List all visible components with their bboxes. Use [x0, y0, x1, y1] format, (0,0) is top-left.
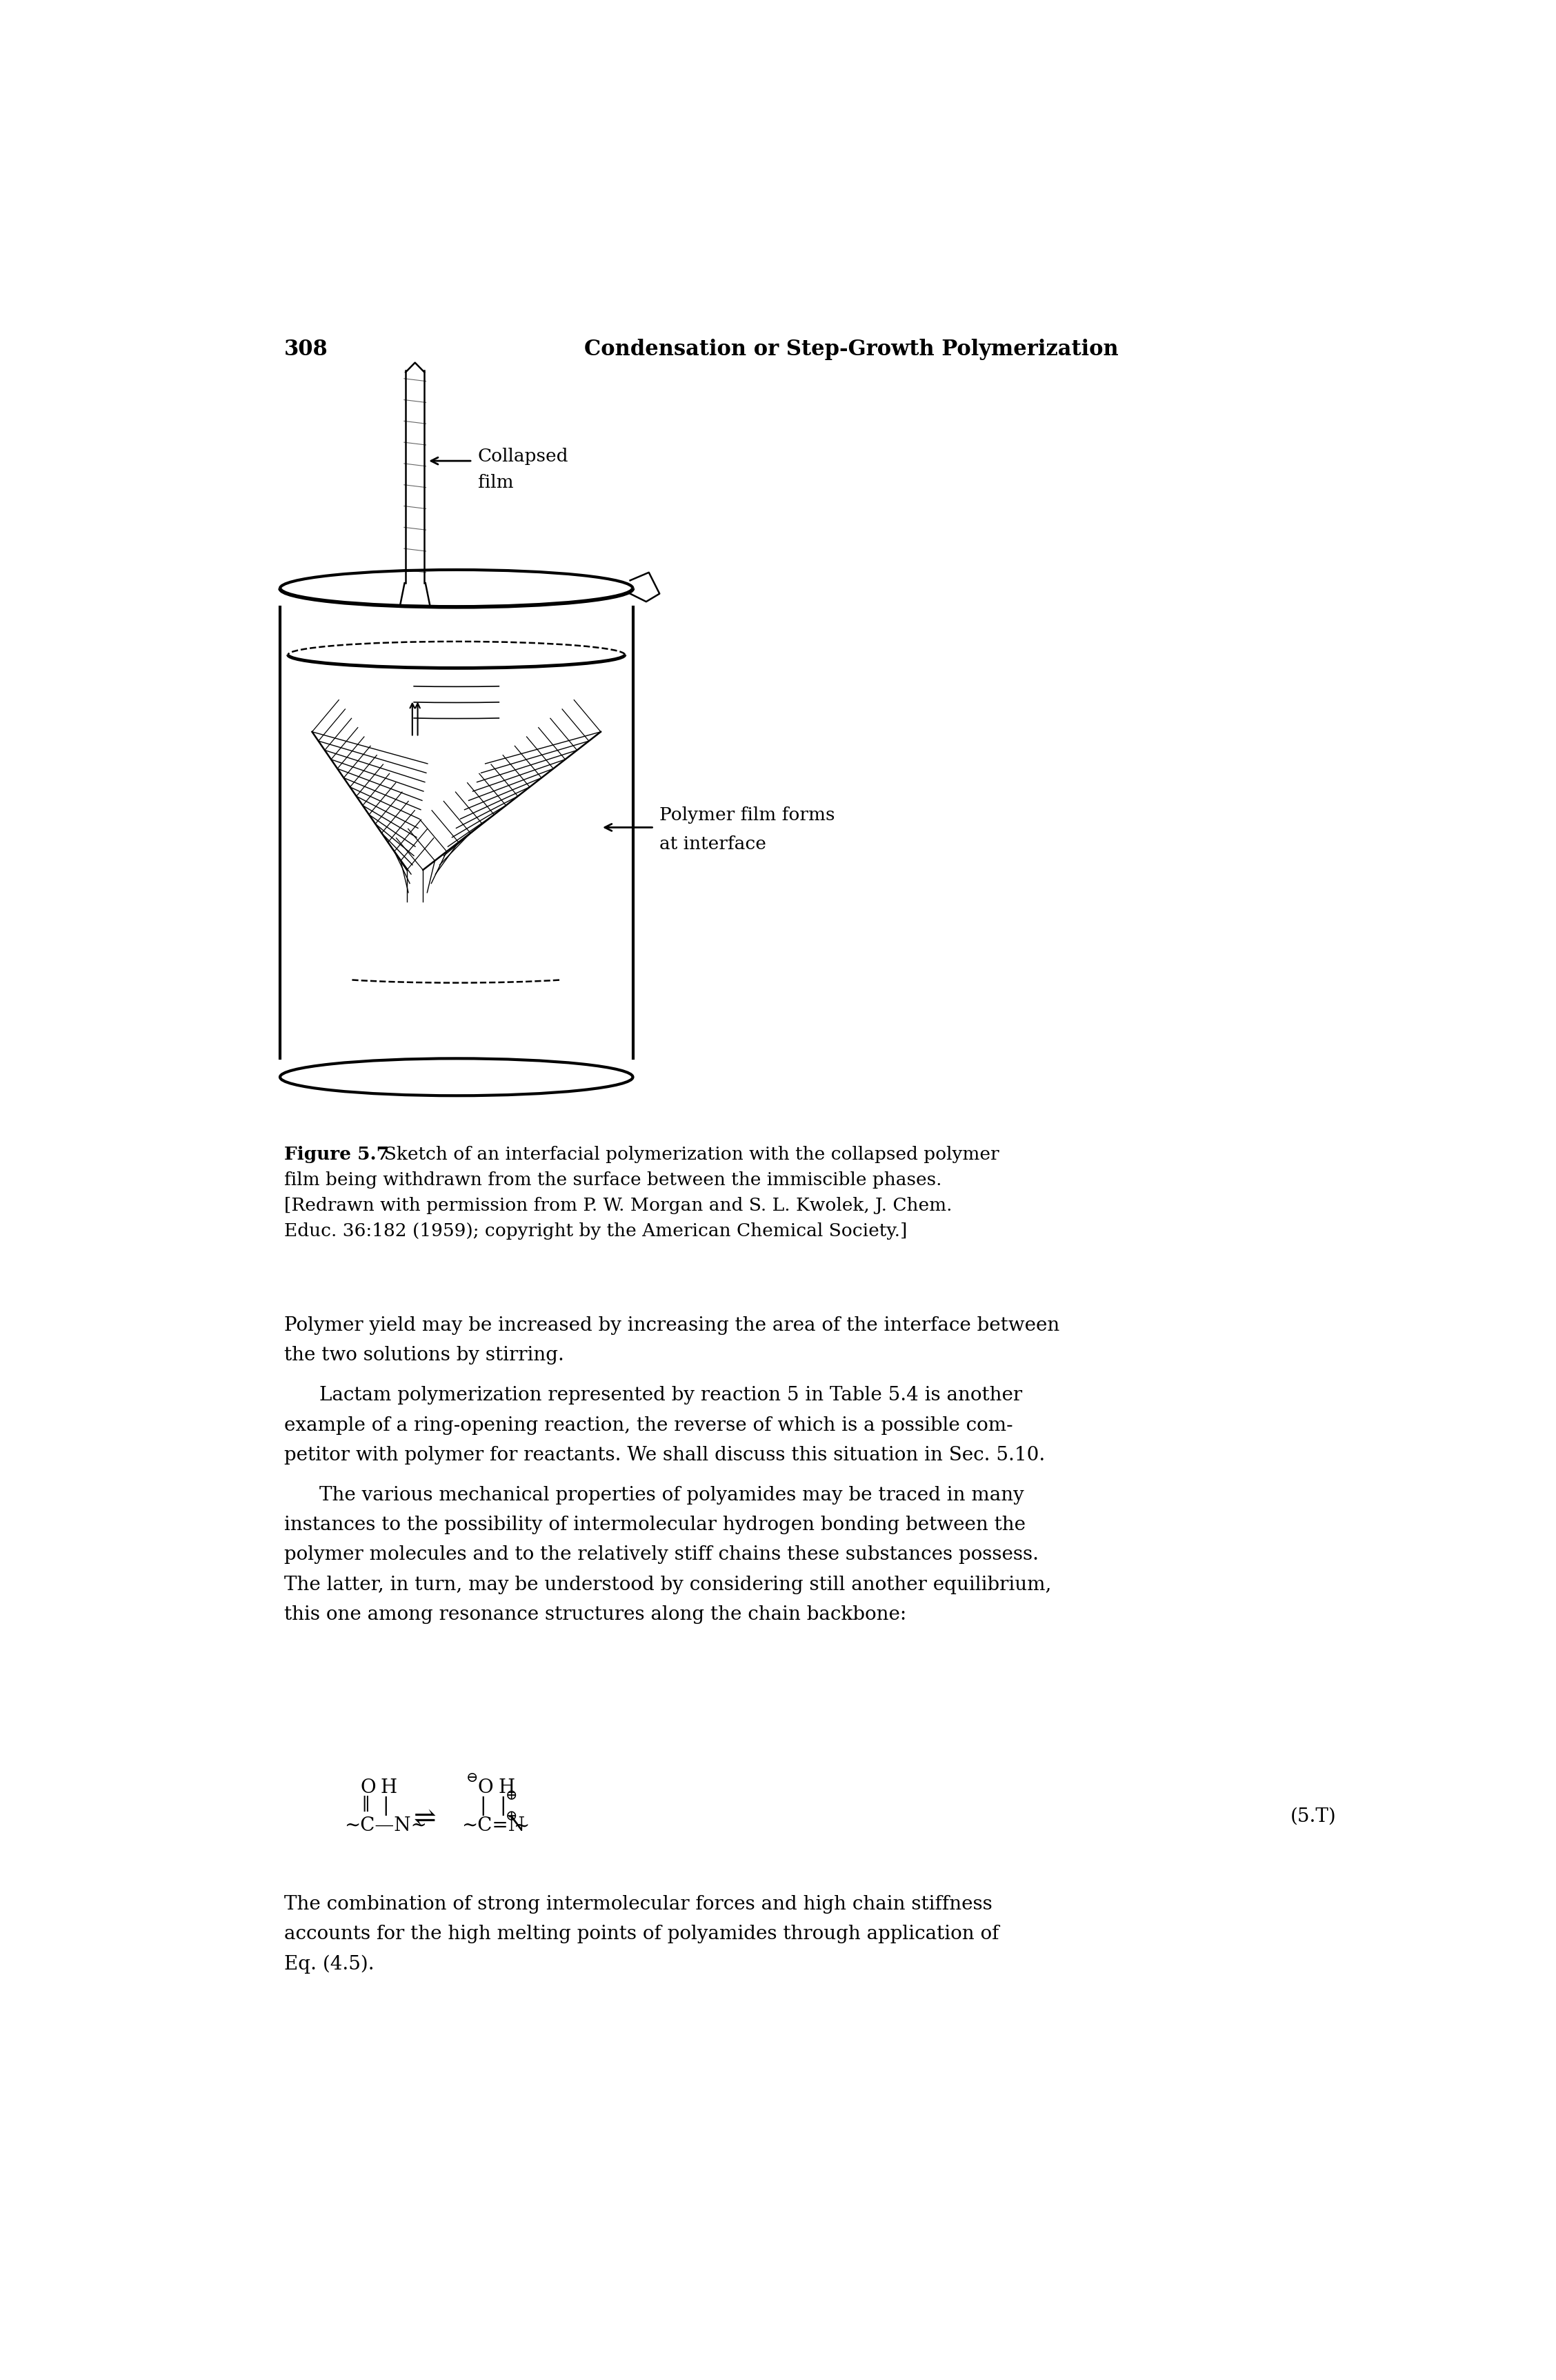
Text: [Redrawn with permission from P. W. Morgan and S. L. Kwolek, J. Chem.: [Redrawn with permission from P. W. Morg… [285, 1197, 952, 1214]
Text: ⊕: ⊕ [506, 1811, 518, 1823]
Text: polymer molecules and to the relatively stiff chains these substances possess.: polymer molecules and to the relatively … [285, 1545, 1039, 1564]
Text: petitor with polymer for reactants. We shall discuss this situation in Sec. 5.10: petitor with polymer for reactants. We s… [285, 1445, 1046, 1464]
Text: ⊕: ⊕ [506, 1790, 518, 1804]
Text: |: | [383, 1797, 389, 1816]
Text: O: O [359, 1778, 377, 1797]
Text: |: | [479, 1797, 485, 1816]
Text: Sketch of an interfacial polymerization with the collapsed polymer: Sketch of an interfacial polymerization … [372, 1147, 999, 1164]
Text: The latter, in turn, may be understood by considering still another equilibrium,: The latter, in turn, may be understood b… [285, 1576, 1052, 1595]
Text: at interface: at interface [660, 835, 767, 852]
Text: ∼: ∼ [513, 1816, 529, 1835]
Text: Eq. (4.5).: Eq. (4.5). [285, 1954, 375, 1973]
Text: accounts for the high melting points of polyamides through application of: accounts for the high melting points of … [285, 1925, 999, 1944]
Text: ∼C—N∼: ∼C—N∼ [344, 1816, 426, 1835]
Text: this one among resonance structures along the chain backbone:: this one among resonance structures alon… [285, 1604, 907, 1623]
Text: Educ. 36:182 (1959); copyright by the American Chemical Society.]: Educ. 36:182 (1959); copyright by the Am… [285, 1223, 907, 1240]
Text: O: O [478, 1778, 493, 1797]
Text: the two solutions by stirring.: the two solutions by stirring. [285, 1345, 565, 1364]
Text: Collapsed: Collapsed [478, 447, 568, 464]
Text: film being withdrawn from the surface between the immiscible phases.: film being withdrawn from the surface be… [285, 1171, 941, 1190]
Text: Lactam polymerization represented by reaction 5 in Table 5.4 is another: Lactam polymerization represented by rea… [319, 1385, 1022, 1404]
Text: Polymer film forms: Polymer film forms [660, 807, 836, 823]
Text: 308: 308 [285, 338, 328, 359]
Text: Polymer yield may be increased by increasing the area of the interface between: Polymer yield may be increased by increa… [285, 1316, 1060, 1335]
Text: The various mechanical properties of polyamides may be traced in many: The various mechanical properties of pol… [319, 1485, 1024, 1504]
Text: H: H [381, 1778, 397, 1797]
Text: (5.T): (5.T) [1290, 1806, 1337, 1825]
Text: Condensation or Step-Growth Polymerization: Condensation or Step-Growth Polymerizati… [584, 338, 1119, 359]
Text: example of a ring-opening reaction, the reverse of which is a possible com-: example of a ring-opening reaction, the … [285, 1416, 1013, 1435]
Text: The combination of strong intermolecular forces and high chain stiffness: The combination of strong intermolecular… [285, 1894, 993, 1914]
Text: film: film [478, 474, 513, 490]
Text: instances to the possibility of intermolecular hydrogen bonding between the: instances to the possibility of intermol… [285, 1516, 1025, 1535]
Text: H: H [498, 1778, 515, 1797]
Text: ⊖: ⊖ [467, 1771, 478, 1785]
Text: ∼C=N: ∼C=N [462, 1816, 526, 1835]
Text: |: | [499, 1797, 506, 1816]
Text: Figure 5.7: Figure 5.7 [285, 1147, 389, 1164]
Text: ⇌: ⇌ [414, 1806, 436, 1830]
Text: ∥: ∥ [363, 1797, 370, 1814]
